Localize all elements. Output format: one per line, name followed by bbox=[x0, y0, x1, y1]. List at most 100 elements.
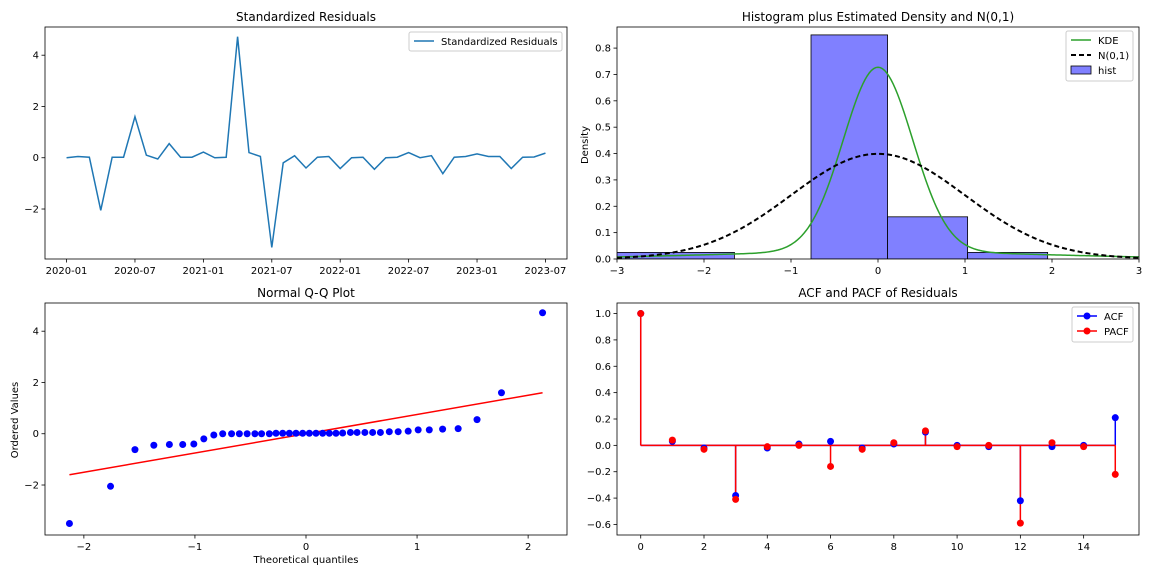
histogram-legend-normal-label: N(0,1) bbox=[1098, 51, 1129, 62]
histogram-kde-line bbox=[617, 66, 1139, 258]
acf-y-tick-label: 1.0 bbox=[595, 309, 611, 320]
residuals-plot-frame bbox=[44, 26, 568, 260]
histogram-y-tick-label: 0.1 bbox=[595, 228, 611, 239]
qq-point bbox=[319, 429, 327, 437]
residuals-y-tick-label: 2 bbox=[33, 102, 39, 113]
qq-point bbox=[361, 428, 369, 436]
residuals-x-tick-label: 2023-01 bbox=[456, 266, 498, 277]
acf-x-tick-label: 14 bbox=[1077, 542, 1090, 553]
acf-y-tick-label: −0.6 bbox=[587, 520, 611, 531]
pacf-marker bbox=[921, 427, 929, 435]
acf-legend: ACF PACF bbox=[1071, 306, 1134, 343]
qq-xlabel: Theoretical quantiles bbox=[252, 555, 358, 566]
residuals-y-tick-label: −2 bbox=[24, 205, 39, 216]
histogram-y-tick-label: 0.0 bbox=[595, 255, 611, 266]
qq-point bbox=[305, 429, 313, 437]
qq-point bbox=[272, 429, 280, 437]
pacf-marker bbox=[668, 436, 676, 444]
qq-point bbox=[439, 425, 447, 433]
qq-ylabel: Ordered Values bbox=[10, 382, 21, 459]
histogram-y-tick-label: 0.8 bbox=[595, 44, 611, 55]
qq-point bbox=[473, 416, 481, 424]
qq-y-tick-label: 0 bbox=[33, 429, 39, 440]
acf-marker bbox=[1016, 497, 1024, 505]
qq-point bbox=[353, 428, 361, 436]
residuals-legend: Standardized Residuals bbox=[408, 31, 563, 52]
histogram-x-tick-label: 2 bbox=[1049, 266, 1055, 277]
qq-point bbox=[251, 430, 259, 438]
qq-point bbox=[179, 441, 187, 449]
pacf-marker bbox=[732, 495, 740, 503]
histogram-legend-kde-label: KDE bbox=[1098, 36, 1119, 47]
histogram-bar bbox=[810, 34, 888, 259]
histogram-bar bbox=[887, 216, 969, 259]
histogram-x-tick-label: −1 bbox=[784, 266, 799, 277]
qq-y-tick-label: 4 bbox=[33, 327, 39, 338]
qq-point bbox=[235, 430, 243, 438]
residuals-y-tick-label: 4 bbox=[33, 51, 39, 62]
histogram-x-tick-label: 1 bbox=[962, 266, 968, 277]
residuals-x-tick-label: 2021-07 bbox=[251, 266, 293, 277]
histogram-normal-line bbox=[617, 152, 1139, 259]
qq-point bbox=[150, 441, 158, 449]
acf-x-tick-label: 2 bbox=[701, 542, 707, 553]
residuals-x-tick-label: 2020-07 bbox=[114, 266, 156, 277]
pacf-marker bbox=[827, 462, 835, 470]
qq-point bbox=[312, 429, 320, 437]
residuals-x-tick-label: 2023-07 bbox=[525, 266, 567, 277]
qq-point bbox=[285, 429, 293, 437]
residuals-panel: Standardized Residuals 2020-01 2020-07 202… bbox=[24, 10, 568, 277]
qq-point bbox=[200, 435, 208, 443]
acf-y-tick-label: 0.6 bbox=[595, 362, 611, 373]
qq-point bbox=[339, 429, 347, 437]
histogram-x-tick-label: 3 bbox=[1136, 266, 1142, 277]
qq-point bbox=[165, 441, 173, 449]
pacf-marker bbox=[1016, 519, 1024, 527]
pacf-marker bbox=[953, 443, 961, 451]
pacf-marker bbox=[1080, 443, 1088, 451]
pacf-marker bbox=[858, 445, 866, 453]
histogram-x-tick-label: 0 bbox=[875, 266, 881, 277]
histogram-title: Histogram plus Estimated Density and N(0… bbox=[742, 10, 1014, 24]
acf-y-tick-label: 0.0 bbox=[595, 441, 611, 452]
residuals-x-tick-label: 2022-07 bbox=[388, 266, 430, 277]
acf-legend-acf-marker bbox=[1083, 312, 1091, 320]
acf-x-tick-label: 10 bbox=[951, 542, 964, 553]
qq-point bbox=[325, 429, 333, 437]
qq-point bbox=[404, 427, 412, 435]
pacf-marker bbox=[890, 439, 898, 447]
qq-x-tick-label: 2 bbox=[525, 542, 531, 553]
residuals-legend-box bbox=[408, 31, 563, 52]
pacf-marker bbox=[700, 445, 708, 453]
qq-y-tick-label: −2 bbox=[24, 481, 39, 492]
acf-y-tick-label: −0.4 bbox=[587, 494, 611, 505]
qq-point bbox=[385, 428, 393, 436]
qq-point bbox=[228, 430, 236, 438]
qq-point bbox=[131, 446, 139, 454]
histogram-legend-hist-swatch bbox=[1070, 65, 1092, 75]
qq-point bbox=[394, 428, 402, 436]
acf-panel: ACF and PACF of Residuals 0 2 4 6 8 10 12 14 −0.… bbox=[587, 286, 1140, 553]
histogram-panel: Histogram plus Estimated Density and N(0… bbox=[580, 10, 1142, 277]
residuals-series-line bbox=[66, 36, 546, 248]
qq-point bbox=[299, 429, 307, 437]
histogram-y-tick-label: 0.7 bbox=[595, 70, 611, 81]
qq-point bbox=[107, 482, 115, 490]
acf-x-tick-label: 8 bbox=[891, 542, 897, 553]
acf-legend-pacf-label: PACF bbox=[1104, 327, 1129, 338]
qq-x-tick-label: −2 bbox=[76, 542, 91, 553]
histogram-legend: KDE N(0,1) hist bbox=[1065, 30, 1134, 82]
qq-point bbox=[454, 425, 462, 433]
qq-point bbox=[539, 309, 547, 317]
qq-x-tick-label: 0 bbox=[303, 542, 309, 553]
pacf-marker bbox=[637, 310, 645, 318]
histogram-y-tick-label: 0.2 bbox=[595, 202, 611, 213]
histogram-plot-area bbox=[617, 34, 1139, 259]
residuals-x-tick-label: 2020-01 bbox=[46, 266, 88, 277]
pacf-marker bbox=[985, 441, 993, 449]
acf-legend-acf-label: ACF bbox=[1104, 312, 1124, 323]
acf-x-tick-label: 12 bbox=[1014, 542, 1027, 553]
acf-x-tick-label: 6 bbox=[827, 542, 833, 553]
histogram-x-tick-label: −3 bbox=[610, 266, 625, 277]
qq-point bbox=[425, 426, 433, 434]
